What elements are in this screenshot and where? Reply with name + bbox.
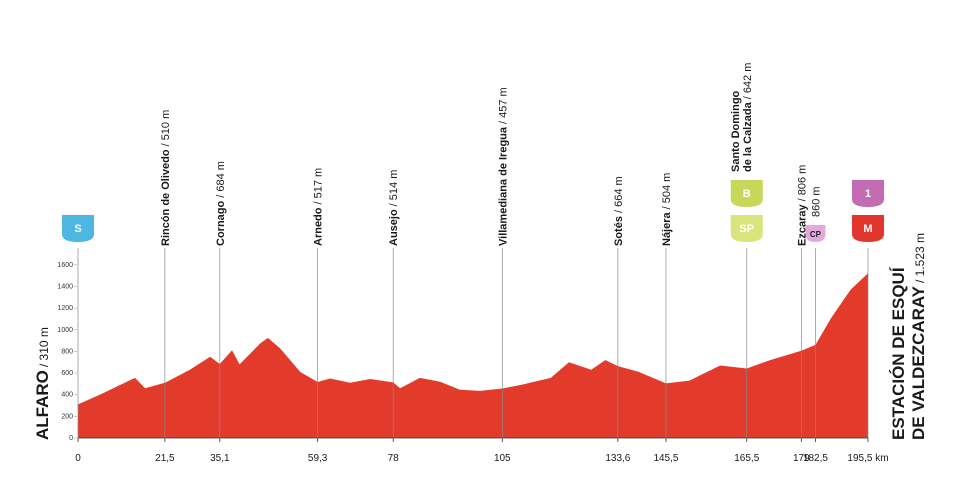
label-text: Cornago / 684 m	[215, 161, 227, 246]
badge-label: CP	[810, 230, 822, 239]
x-tick-label: 195,5 km	[847, 453, 888, 464]
waypoint-label: Nájera/ 504 m	[661, 173, 673, 246]
label-text: Santo Domingode la Calzada/ 642 m	[730, 63, 754, 172]
x-tick-label: 59,3	[308, 453, 328, 464]
y-tick-label: 0	[69, 435, 73, 442]
label-text: Nájera/ 504 m	[661, 173, 673, 246]
x-tick-label: 78	[388, 453, 400, 464]
label-text: Ezcaray / 806 m	[796, 165, 808, 246]
altitude: 860 m	[810, 186, 822, 217]
badge-label: 1	[865, 188, 871, 200]
place-name: Rincón de Olivedo	[160, 149, 172, 246]
badge-shape	[730, 215, 763, 242]
altitude: / 457 m	[497, 87, 509, 124]
altitude: / 310 m	[37, 327, 51, 367]
badge-label: SP	[739, 223, 754, 235]
x-tick-label: 35,1	[210, 453, 230, 464]
waypoint-label: ALFARO / 310 m	[33, 327, 52, 440]
y-tick-label: 600	[61, 370, 73, 377]
place-name: DE VALDEZCARAY	[909, 285, 928, 440]
badge: B	[730, 180, 763, 207]
altitude: / 664 m	[613, 176, 625, 213]
badge-shape	[730, 180, 763, 207]
altitude: / 1.523 m	[913, 233, 927, 283]
y-tick-label: 200	[61, 413, 73, 420]
label-text: ESTACIÓN DE ESQUÍDE VALDEZCARAY / 1.523 m	[889, 233, 928, 440]
y-tick-label: 800	[61, 348, 73, 355]
place-name: Ezcaray	[796, 204, 808, 246]
badge: CP	[805, 225, 826, 242]
y-tick-label: 1200	[57, 305, 73, 312]
y-tick-label: 400	[61, 392, 73, 399]
x-tick-label: 145,5	[653, 453, 678, 464]
label-text: 860 m	[810, 186, 822, 217]
x-tick-label: 105	[494, 453, 511, 464]
waypoint-label: Santo Domingode la Calzada/ 642 m	[730, 63, 754, 172]
waypoint-label: Cornago / 684 m	[215, 161, 227, 246]
altitude: / 642 m	[742, 63, 754, 100]
badge-shape	[852, 215, 884, 242]
elevation-area	[78, 273, 868, 438]
badge: S	[62, 215, 94, 242]
place-name: Cornago	[215, 201, 227, 247]
waypoint-label: 860 m	[810, 186, 822, 217]
altitude: / 510 m	[160, 110, 172, 147]
x-tick-label: 165,5	[734, 453, 759, 464]
place-name: Ausejo	[388, 209, 400, 246]
place-name: Arnedo	[313, 207, 325, 246]
altitude: / 514 m	[388, 170, 400, 207]
label-text: Villamediana de Iregua / 457 m	[497, 87, 509, 246]
waypoint-label: Sotés / 664 m	[613, 176, 625, 246]
place-name: ALFARO	[33, 370, 52, 440]
place-name: Sotés	[613, 216, 625, 246]
label-text: Rincón de Olivedo / 510 m	[160, 110, 172, 246]
x-tick-label: 21,5	[155, 453, 175, 464]
x-tick-label: 0	[75, 453, 81, 464]
y-tick-label: 1600	[57, 262, 73, 269]
place-name: Nájera	[661, 211, 673, 246]
waypoint-label: Ausejo / 514 m	[388, 170, 400, 246]
place-name: de la Calzada	[742, 101, 754, 172]
x-tick-label: 182,5	[803, 453, 828, 464]
badge: 1	[852, 180, 884, 207]
place-name: ESTACIÓN DE ESQUÍ	[889, 266, 908, 440]
label-text: ALFARO / 310 m	[33, 327, 52, 440]
altitude: / 806 m	[796, 165, 808, 202]
waypoint-label: Villamediana de Iregua / 457 m	[497, 87, 509, 246]
waypoint-label: Rincón de Olivedo / 510 m	[160, 110, 172, 246]
place-name: Villamediana de Iregua	[497, 126, 509, 246]
badge-label: B	[743, 188, 751, 200]
x-tick-label: 179	[793, 453, 810, 464]
badge-label: S	[74, 223, 81, 235]
altitude: / 517 m	[313, 168, 325, 205]
label-text: Arnedo / 517 m	[313, 168, 325, 246]
badge-shape	[62, 215, 94, 242]
badge-shape	[852, 180, 884, 207]
label-text: Sotés / 664 m	[613, 176, 625, 246]
badge: SP	[730, 215, 763, 242]
y-tick-label: 1400	[57, 283, 73, 290]
waypoint-label: Ezcaray / 806 m	[796, 165, 808, 246]
place-name: Santo Domingo	[730, 90, 742, 172]
altitude: / 504 m	[661, 173, 673, 210]
badge: M	[852, 215, 884, 242]
y-tick-label: 1000	[57, 327, 73, 334]
badge-label: M	[863, 223, 872, 235]
x-tick-label: 133,6	[605, 453, 630, 464]
altitude: / 684 m	[215, 161, 227, 198]
label-text: Ausejo / 514 m	[388, 170, 400, 246]
waypoint-label: ESTACIÓN DE ESQUÍDE VALDEZCARAY / 1.523 m	[889, 233, 928, 440]
waypoint-label: Arnedo / 517 m	[313, 168, 325, 246]
badge-shape	[805, 225, 826, 242]
